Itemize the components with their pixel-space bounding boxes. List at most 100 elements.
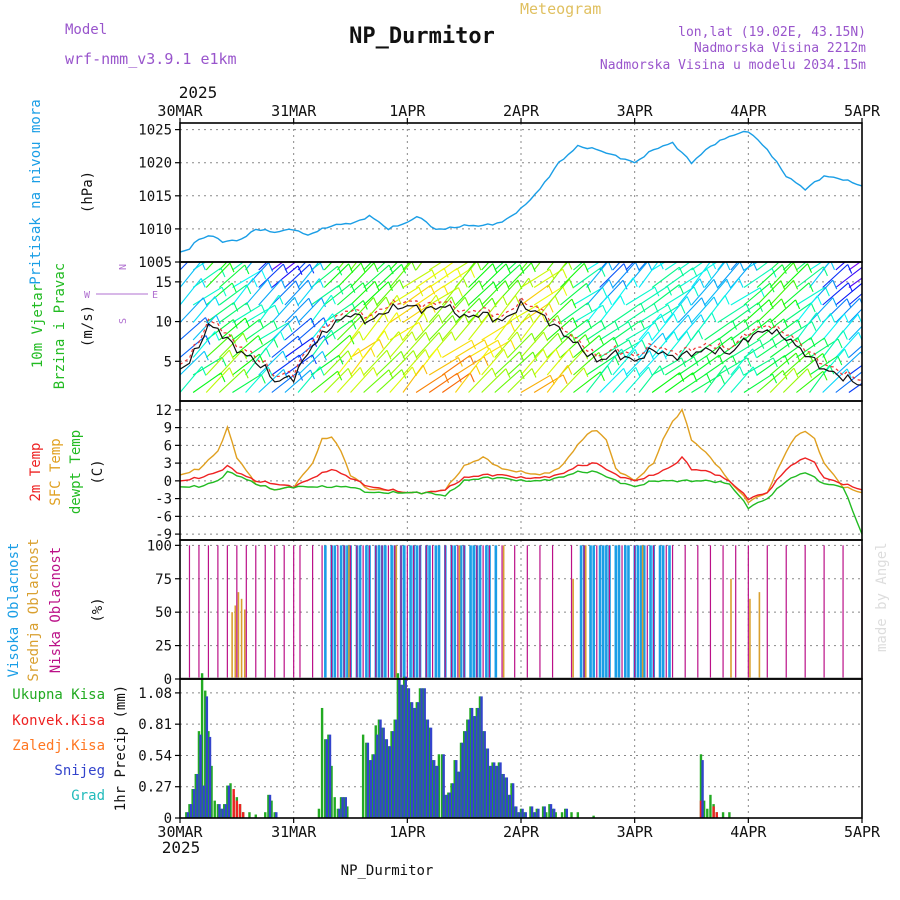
wind-barb <box>350 262 375 288</box>
wind-barb-flag <box>724 295 730 305</box>
wind-ylabel: 10m Vjetar <box>30 284 46 368</box>
wind-barb <box>507 332 533 358</box>
wind-barb-flag <box>769 282 775 293</box>
wind-barb-flag <box>555 348 561 359</box>
wind-barb-flag <box>568 279 574 289</box>
snow-bar <box>451 783 455 818</box>
wind-barb <box>520 331 544 358</box>
compass-s: S <box>118 318 129 324</box>
total-precip-bar <box>516 812 520 818</box>
low-cloud-bar <box>362 545 364 679</box>
wind-barb-flag <box>243 369 249 379</box>
wind-barb-flag <box>531 368 537 378</box>
wind-barb-flag <box>338 285 344 295</box>
wind-barb <box>612 262 621 271</box>
low-cloud-bar <box>583 545 585 679</box>
snow-bar <box>420 688 423 818</box>
snow-bar <box>366 742 370 818</box>
high-cloud-bar <box>639 545 643 679</box>
wind-barb <box>678 373 708 393</box>
wind-barb <box>625 331 649 358</box>
wind-barb <box>730 262 739 271</box>
wind-barb <box>336 315 362 341</box>
wind-barb-flag <box>384 330 390 340</box>
snow-bar <box>426 719 430 818</box>
wind-barb-flag <box>505 368 511 378</box>
wind-barb-flag <box>783 318 789 329</box>
wind-barb <box>415 285 445 306</box>
wind-barb <box>363 349 388 376</box>
high-cloud-bar <box>409 545 412 679</box>
wind-barb-flag <box>411 262 417 271</box>
total-precip-bar <box>248 812 251 818</box>
low-cloud-bar <box>804 545 806 679</box>
total-precip-bar <box>576 812 580 818</box>
low-cloud-bar <box>823 545 825 679</box>
wind-barb <box>520 284 549 306</box>
y-tick-label: -3 <box>155 492 172 508</box>
total-precip-bar <box>541 806 545 818</box>
wind-barb <box>573 352 600 376</box>
total-precip-bar <box>342 797 346 818</box>
wind-barb-flag <box>242 332 248 343</box>
wind-barb-flag <box>412 350 418 360</box>
wind-barb <box>546 262 555 271</box>
wind-barb-flag <box>519 351 525 361</box>
low-cloud-bar <box>413 545 415 679</box>
snow-bar <box>275 812 278 818</box>
snow-bar <box>401 684 404 818</box>
snow-bar <box>518 812 521 818</box>
snow-bar <box>417 702 420 818</box>
low-cloud-bar <box>450 545 453 679</box>
total-precip-bar <box>185 812 188 818</box>
high-cloud-bar <box>617 545 621 679</box>
wind-barb <box>507 351 534 376</box>
total-precip-bar <box>219 808 223 818</box>
wind-barb <box>271 280 297 306</box>
low-cloud-bar <box>671 545 674 679</box>
wind-barb-flag <box>478 280 484 290</box>
wind-barb <box>769 262 780 271</box>
low-cloud-bar <box>245 545 247 679</box>
y-tick-label: 15 <box>155 275 172 291</box>
mid-cloud-bar <box>237 592 240 679</box>
low-cloud-bar <box>526 545 528 679</box>
wind-barb-flag <box>731 336 737 347</box>
wind-barb <box>704 320 733 341</box>
panel-frame <box>179 678 863 819</box>
high-cloud-bar <box>668 545 671 679</box>
wind-barb <box>455 280 480 306</box>
wind-barb <box>743 318 771 341</box>
low-cloud-bar <box>785 545 787 679</box>
wind-barb <box>481 263 507 288</box>
convective-precip-bar <box>715 812 718 818</box>
wind-barb-flag <box>654 286 660 297</box>
wind-barb <box>809 297 834 323</box>
high-cloud-bar <box>377 545 381 679</box>
high-cloud-bar <box>358 545 362 679</box>
wind-barb-flag <box>370 347 376 357</box>
wind-barb <box>192 286 223 306</box>
low-cloud-bar <box>646 545 648 679</box>
wind-barb <box>218 332 244 358</box>
wind-barb-flag <box>793 367 799 378</box>
wind-barb-flag <box>491 367 497 378</box>
snow-bar <box>467 719 471 818</box>
wind-barb-flag <box>784 355 790 365</box>
y-tick-label: 1.08 <box>138 686 172 702</box>
wind-barb <box>691 262 711 288</box>
wind-barb <box>284 262 297 271</box>
wind-barb <box>376 350 402 376</box>
high-cloud-bar <box>415 545 419 679</box>
wind-barb-flag <box>649 350 655 360</box>
snow-bar <box>530 806 534 818</box>
wind-barb <box>376 312 398 341</box>
y-tick-label: 75 <box>155 572 172 588</box>
wind-barb <box>232 269 262 288</box>
total-precip-bar <box>368 760 371 818</box>
wind-barb <box>258 263 284 288</box>
high-cloud-bar <box>437 545 441 679</box>
snow-bar <box>338 808 341 818</box>
snow-bar <box>227 785 231 818</box>
wind-barb <box>494 312 516 341</box>
